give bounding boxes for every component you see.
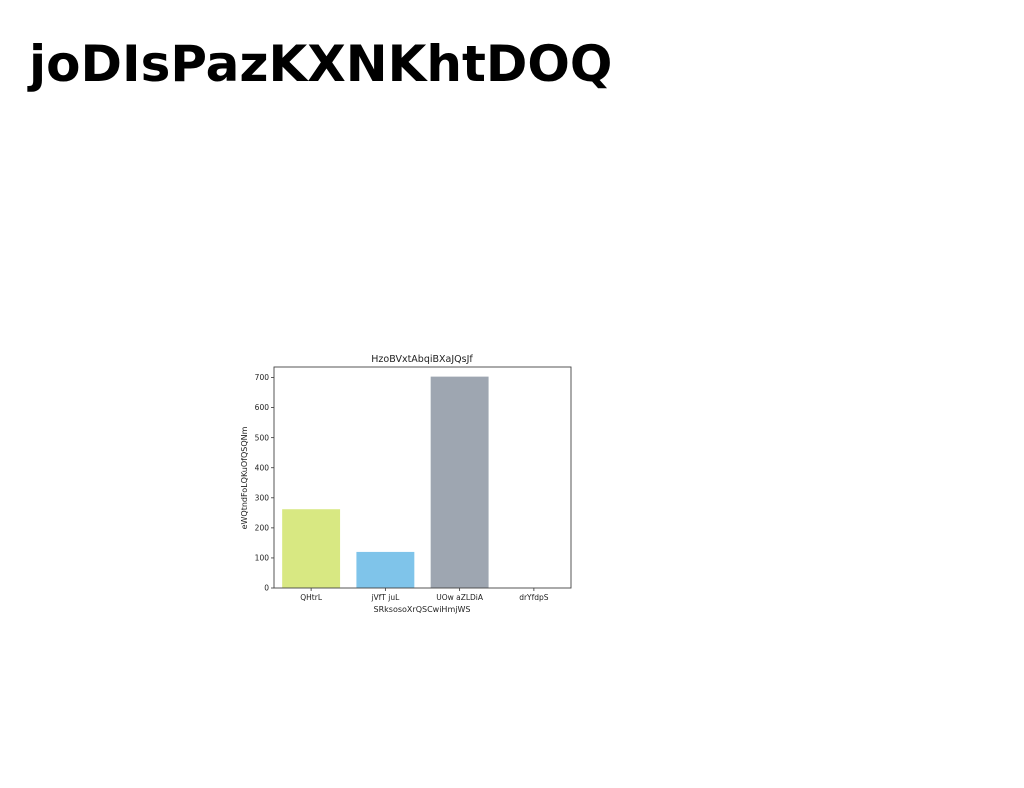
bar-chart: HzoBVxtAbqiBXaJQsJf eWQtndFoLQKuOfQSQNm … [230, 345, 590, 625]
y-tick-label: 100 [255, 554, 270, 563]
y-tick-label: 300 [255, 493, 270, 502]
bar-2 [356, 551, 415, 588]
x-tick-label: QHtrL [300, 593, 323, 602]
x-tick-label: jVfT juL [370, 593, 400, 602]
x-tick-label: UOw aZLDiA [436, 593, 484, 602]
plot-frame [273, 366, 572, 589]
y-tick-label: 0 [264, 584, 269, 593]
y-tick-label: 500 [255, 433, 270, 442]
page-title: joDIsPazKXNKhtDOQ [29, 35, 613, 93]
chart-title: HzoBVxtAbqiBXaJQsJf [371, 354, 473, 365]
y-tick-label: 400 [255, 463, 270, 472]
bar-3 [430, 376, 489, 588]
y-axis-label: eWQtndFoLQKuOfQSQNm [240, 426, 249, 529]
y-tick-label: 600 [255, 403, 270, 412]
y-tick-label: 200 [255, 523, 270, 532]
y-tick-label: 700 [255, 373, 270, 382]
bar-1 [282, 509, 341, 588]
plot-area: QHtrL jVfT juL UOw aZLDiA drYfdpS 0 100 200 300… [255, 366, 572, 602]
x-tick-label: drYfdpS [519, 593, 549, 602]
x-axis-label: SRksosoXrQSCwiHmjWS [374, 605, 471, 614]
bar-chart-svg: HzoBVxtAbqiBXaJQsJf eWQtndFoLQKuOfQSQNm … [240, 354, 572, 614]
